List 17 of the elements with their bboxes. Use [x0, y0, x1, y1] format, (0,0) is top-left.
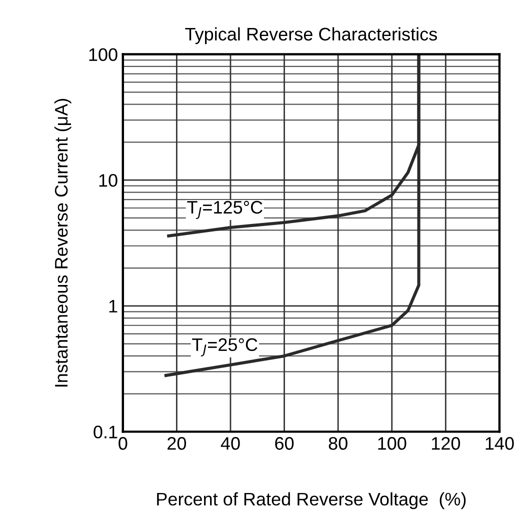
x-tick-label: 100 [378, 437, 406, 450]
x-tick-label: 60 [275, 437, 294, 450]
y-tick-label: 0.1 [94, 426, 118, 438]
x-tick-label: 0 [118, 437, 128, 450]
y-tick-label: 100 [89, 48, 118, 62]
x-tick-label: 40 [220, 437, 240, 450]
y-tick-label: 1 [109, 300, 118, 312]
y-axis-title: Instantaneous Reverse Current (μA) [54, 98, 72, 387]
x-tick-label: 120 [432, 437, 460, 450]
chart-title: Typical Reverse Characteristics [185, 27, 437, 44]
series-label: T$_{J}$=25°C [192, 338, 258, 356]
x-tick-label: 20 [168, 437, 186, 450]
x-tick-label: 140 [486, 437, 514, 450]
x-axis-title: Percent of Rated Reverse Voltage (%) [157, 492, 466, 510]
x-tick-label: 80 [328, 437, 348, 450]
series-label: T$_{J}$=125°C [187, 200, 262, 220]
y-tick-label: 10 [99, 174, 118, 187]
